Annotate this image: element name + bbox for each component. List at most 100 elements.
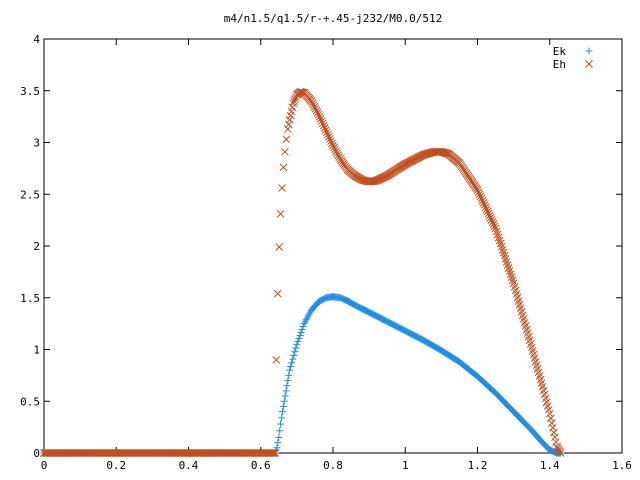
x-tick-label: 1.6: [612, 459, 632, 472]
data-point: [546, 414, 555, 423]
data-point: [276, 210, 285, 218]
data-point: [335, 153, 344, 161]
data-point: [294, 337, 302, 345]
x-tick-label: 0: [41, 459, 48, 472]
data-point: [278, 184, 286, 192]
data-point: [284, 120, 293, 129]
x-tick-label: 0.2: [106, 459, 126, 472]
legend-marker-ek: [585, 47, 593, 55]
legend-marker-eh: [585, 60, 593, 68]
data-point: [290, 97, 299, 105]
data-point: [308, 99, 317, 107]
x-tick-label: 0.4: [179, 459, 199, 472]
data-point: [330, 143, 338, 152]
data-point: [278, 408, 286, 416]
x-tick-label: 1.4: [540, 459, 560, 472]
data-point: [307, 97, 316, 105]
data-point: [289, 99, 298, 108]
data-point: [291, 95, 299, 103]
data-point: [552, 438, 560, 446]
y-tick-label: 0: [33, 447, 40, 460]
data-point: [277, 420, 285, 428]
y-tick-label: 1.5: [20, 292, 40, 305]
y-tick-label: 3.5: [20, 85, 40, 98]
data-point: [321, 126, 330, 134]
data-point: [473, 186, 482, 194]
data-point: [474, 188, 483, 197]
data-point: [317, 117, 326, 126]
data-point: [545, 409, 554, 418]
data-point: [479, 199, 488, 207]
y-tick-label: 1: [33, 344, 40, 357]
data-point: [551, 433, 559, 442]
data-point: [489, 220, 498, 229]
series-eh: [40, 87, 565, 457]
x-tick-label: 1.2: [468, 459, 488, 472]
data-point: [279, 402, 287, 410]
data-point: [270, 449, 279, 457]
data-point: [482, 205, 491, 214]
data-point: [316, 115, 325, 123]
data-point: [325, 132, 333, 141]
data-point: [273, 289, 282, 298]
series-layer: [40, 87, 565, 457]
data-point: [556, 449, 565, 457]
data-point: [290, 351, 298, 359]
data-point: [328, 139, 336, 148]
data-point: [490, 222, 499, 231]
data-point: [281, 392, 289, 400]
data-point: [284, 377, 292, 385]
data-point: [312, 106, 321, 115]
data-point: [547, 419, 556, 427]
data-point: [269, 449, 277, 457]
data-point: [333, 149, 341, 158]
data-point: [318, 119, 327, 128]
data-point: [478, 196, 487, 205]
data-point: [319, 121, 328, 130]
legend-label-eh: Eh: [553, 58, 566, 71]
data-point: [320, 124, 329, 132]
data-point: [311, 104, 320, 113]
data-point: [296, 331, 304, 339]
y-tick-label: 2: [33, 240, 40, 253]
data-point: [282, 387, 290, 395]
data-point: [279, 163, 288, 172]
data-point: [271, 449, 280, 457]
data-point: [293, 340, 301, 348]
series-ek: [40, 293, 565, 457]
x-tick-label: 1: [402, 459, 409, 472]
chart-title: m4/n1.5/q1.5/r-+.45-j232/M0.0/512: [224, 12, 443, 25]
data-point: [275, 433, 283, 441]
plot-frame: [43, 38, 623, 454]
data-point: [287, 363, 295, 371]
x-tick-label: 0.8: [323, 459, 343, 472]
data-point: [286, 366, 294, 374]
data-point: [298, 326, 306, 334]
data-point: [488, 218, 497, 226]
data-point: [322, 128, 331, 137]
data-point: [292, 344, 300, 352]
data-point: [281, 147, 289, 156]
data-point: [285, 371, 293, 379]
data-point: [481, 203, 490, 211]
legend-label-ek: Ek: [553, 45, 567, 58]
data-point: [484, 209, 493, 218]
y-axis: 0 0.5 1 1.5 2 2.5 3 3.5 4: [20, 33, 622, 460]
data-point: [299, 323, 307, 331]
data-point: [329, 141, 337, 150]
data-point: [272, 355, 281, 364]
data-point: [283, 125, 292, 133]
data-point: [291, 348, 299, 356]
data-point: [278, 414, 286, 422]
data-point: [314, 110, 323, 119]
data-point: [283, 382, 291, 390]
x-tick-label: 0.6: [251, 459, 271, 472]
data-point: [326, 135, 334, 143]
data-point: [315, 112, 324, 121]
data-point: [323, 130, 332, 139]
data-point: [550, 428, 558, 437]
data-point: [334, 151, 343, 160]
data-point: [331, 145, 339, 154]
